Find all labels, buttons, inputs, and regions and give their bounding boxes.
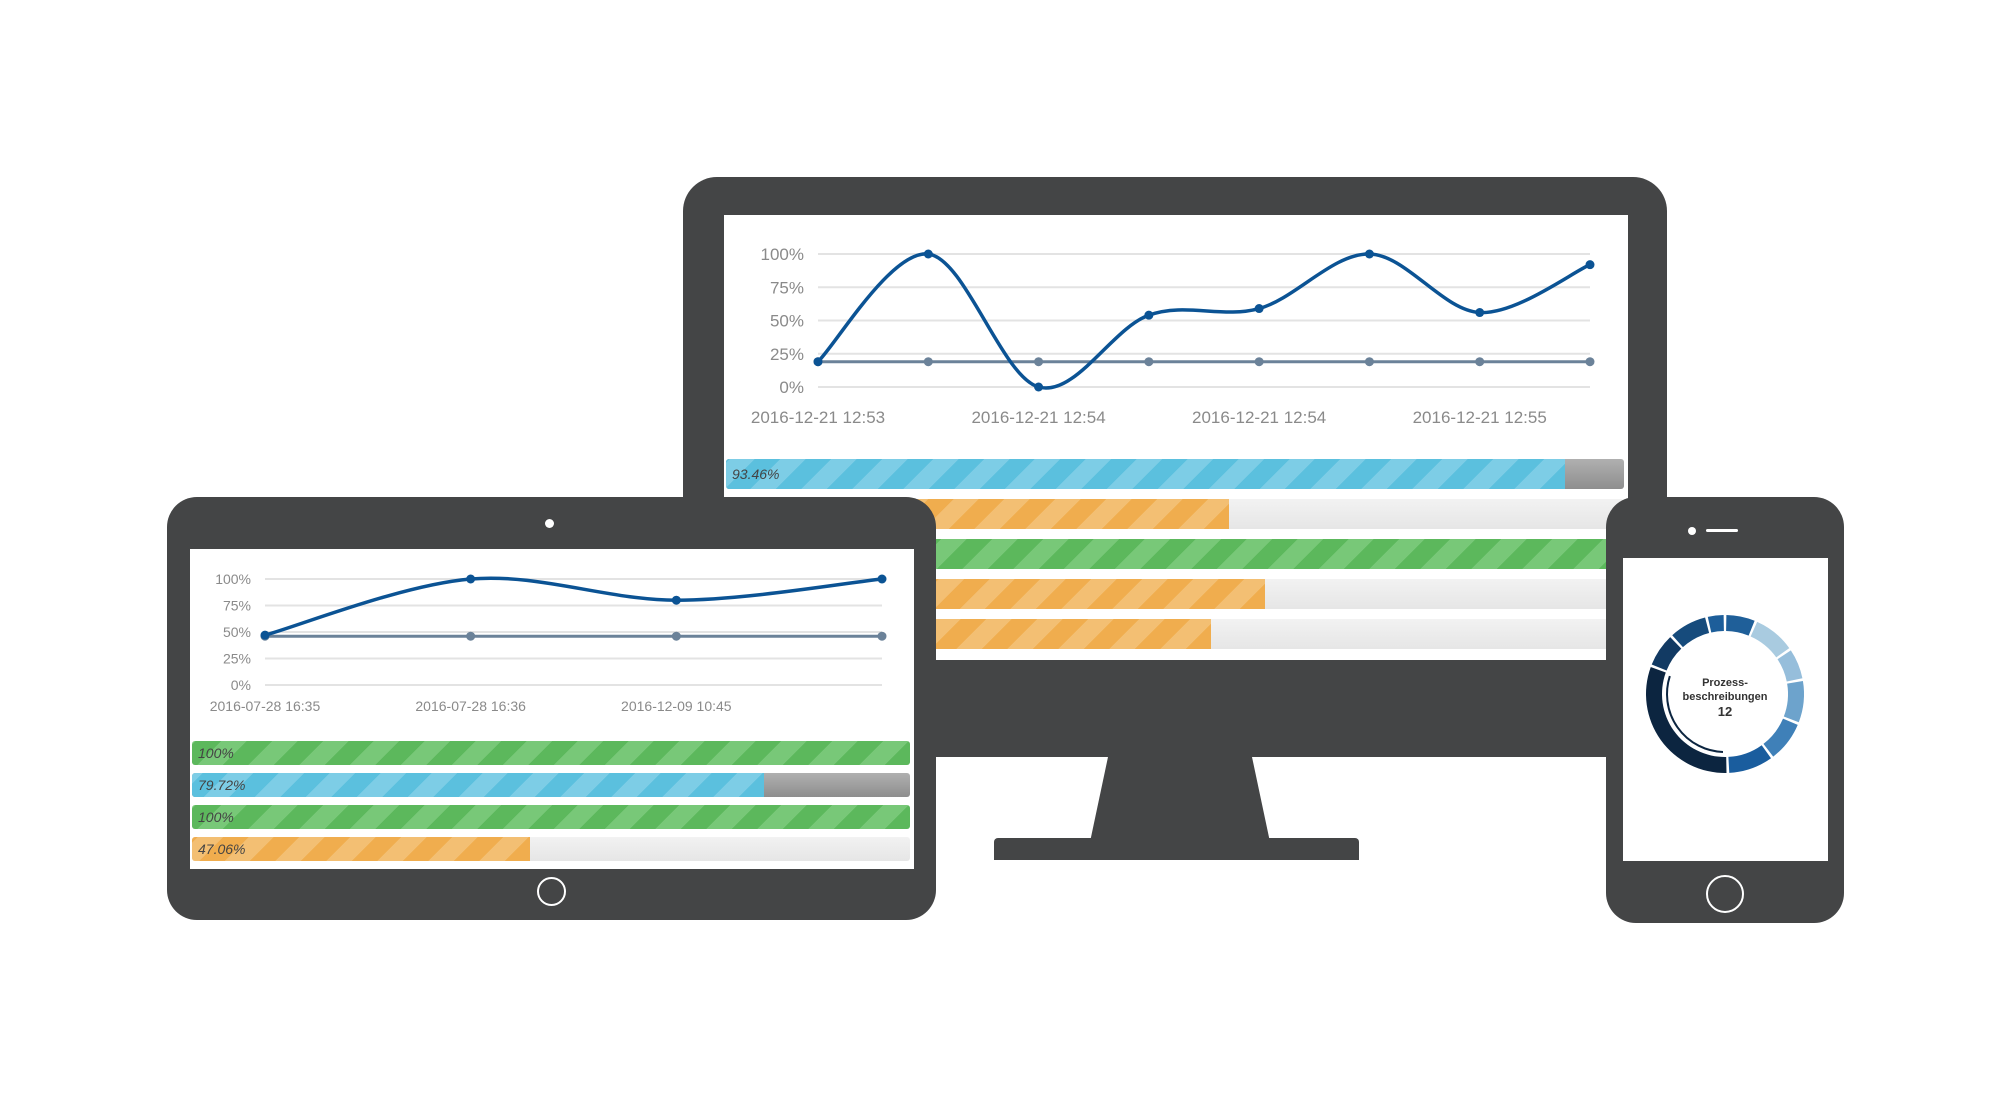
donut-segment [1728,745,1772,773]
donut-segment [1783,681,1804,723]
progress-bar-label: 79.72% [198,777,246,793]
data-point [1475,357,1485,367]
y-tick-label: 100% [215,571,251,587]
desktop-line-chart: 100% 75% 50% 25% 0% 2016-12-21 12:53 2016-12-2… [751,245,1595,427]
progress-bar-fill: 100% [192,805,910,829]
progress-bar-fill: 100% [192,741,910,765]
data-point [1034,382,1044,392]
data-point [1144,357,1154,367]
progress-bar: 47.06% [192,837,910,861]
tablet-line-chart: 100% 75% 50% 25% 0% 2016-07-28 16:35 2016-07-2… [210,571,887,714]
tablet-camera [545,519,554,528]
data-point [1585,357,1595,367]
phone-home-button[interactable] [1706,875,1744,913]
progress-bar-label: 100% [198,745,234,761]
data-point [1364,249,1374,259]
data-point [1144,310,1154,320]
donut-inner-arc [1666,675,1724,753]
x-tick-label: 2016-12-21 12:55 [1413,408,1547,427]
tablet-home-button[interactable] [537,877,566,906]
phone: Prozess- beschreibungen 12 [1606,497,1844,923]
data-point [877,631,887,641]
phone-screen: Prozess- beschreibungen 12 [1623,558,1828,861]
donut-chart: Prozess- beschreibungen 12 [1646,615,1804,773]
monitor-stand-neck [1090,740,1270,842]
y-tick-label: 25% [223,651,251,667]
phone-camera [1688,527,1696,535]
y-tick-label: 0% [779,378,804,397]
progress-bar: 79.72% [192,773,910,797]
tablet: 100% 75% 50% 25% 0% 2016-07-28 16:35 2016-07-2… [167,497,936,920]
y-tick-label: 50% [770,312,804,331]
data-point [466,574,476,584]
y-tick-label: 25% [770,345,804,364]
donut-segment [1646,667,1727,773]
data-point [466,631,476,641]
phone-speaker [1706,529,1738,532]
data-point [671,631,681,641]
y-tick-label: 75% [770,278,804,297]
progress-bar-fill: 47.06% [192,837,530,861]
donut-segment [1726,615,1755,636]
progress-bar-label: 93.46% [732,466,780,482]
monitor-stand-base [994,838,1359,860]
x-tick-label: 2016-12-21 12:53 [751,408,885,427]
donut-segment [1763,718,1798,757]
data-point [1254,357,1264,367]
progress-bar: 93.46% [726,459,1624,489]
donut-segment [1707,615,1724,633]
x-tick-label: 2016-12-21 12:54 [1192,408,1326,427]
donut-count: 12 [1718,704,1732,719]
donut-segment [1651,637,1682,671]
x-tick-label: 2016-07-28 16:35 [210,698,321,714]
x-tick-label: 2016-07-28 16:36 [415,698,526,714]
data-point [877,574,887,584]
x-tick-label: 2016-12-21 12:54 [971,408,1105,427]
progress-bar: 100% [192,741,910,765]
data-point [923,249,933,259]
donut-segment [1672,617,1710,648]
data-point [1364,357,1374,367]
donut-title-line1: Prozess- [1702,677,1748,689]
x-tick-label: 2016-12-09 10:45 [621,698,732,714]
tablet-screen: 100% 75% 50% 25% 0% 2016-07-28 16:35 2016-07-2… [190,549,914,869]
progress-bar-fill: 79.72% [192,773,765,797]
y-tick-label: 50% [223,624,251,640]
data-point [671,595,681,605]
donut-segment [1777,650,1803,682]
y-tick-label: 100% [761,245,804,264]
donut-title-line2: beschreibungen [1683,691,1768,703]
progress-bar-label: 100% [198,809,234,825]
data-point [1585,260,1595,270]
data-point [260,630,270,640]
progress-bar: 100% [192,805,910,829]
data-point [1034,357,1044,367]
data-point [1475,308,1485,318]
data-point [1254,304,1264,314]
data-point [923,357,933,367]
y-tick-label: 75% [223,598,251,614]
progress-bar-label: 47.06% [198,841,246,857]
progress-bar-fill: 93.46% [726,459,1566,489]
y-tick-label: 0% [231,677,251,693]
donut-segment [1750,621,1790,658]
data-point [813,357,823,367]
series-line-0 [264,576,883,637]
